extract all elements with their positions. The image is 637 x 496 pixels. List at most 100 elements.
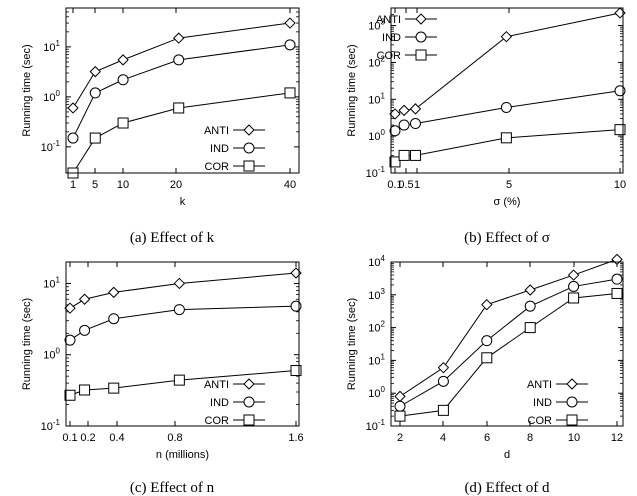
data-point bbox=[173, 32, 185, 44]
x-tick-label: 5 bbox=[506, 179, 512, 191]
x-tick-label: 0.4 bbox=[109, 432, 124, 444]
legend-marker bbox=[243, 396, 255, 408]
data-point bbox=[524, 300, 536, 312]
data-point bbox=[398, 104, 410, 117]
data-point bbox=[524, 322, 536, 334]
x-axis-label: n (millions) bbox=[156, 449, 209, 461]
series-ind bbox=[389, 85, 626, 137]
data-point bbox=[481, 335, 493, 347]
plot-frame bbox=[390, 261, 624, 427]
panel-caption: (b) Effect of σ bbox=[464, 230, 550, 246]
legend-label: COR bbox=[377, 50, 402, 62]
y-axis-label: Running time (sec) bbox=[21, 298, 33, 390]
legend-marker bbox=[243, 142, 255, 154]
y-tick-label: 101 bbox=[368, 91, 385, 106]
x-tick-label: 40 bbox=[284, 179, 296, 191]
series-line bbox=[399, 258, 618, 397]
legend-marker bbox=[415, 31, 427, 43]
plot-frame bbox=[390, 7, 624, 174]
chart-panel: 10-1 100 101 102 103 104 2 4 6 8 10 12 ANTI IND COR d Ru… bbox=[346, 253, 624, 496]
data-point bbox=[173, 54, 185, 66]
data-point bbox=[284, 39, 296, 51]
data-point bbox=[108, 382, 120, 394]
data-point bbox=[108, 286, 120, 299]
data-point bbox=[614, 124, 626, 136]
data-point bbox=[89, 132, 101, 144]
legend-label: IND bbox=[210, 143, 229, 155]
data-point bbox=[89, 65, 101, 78]
data-point bbox=[568, 292, 580, 304]
series-line bbox=[69, 272, 297, 309]
plot-frame bbox=[65, 7, 300, 174]
legend-marker bbox=[566, 378, 578, 390]
legend-marker bbox=[243, 124, 255, 136]
series-ind bbox=[64, 300, 302, 346]
data-point bbox=[409, 103, 422, 115]
legend-marker bbox=[243, 378, 255, 390]
chart-panel: 10-1 100 101 1 5 10 20 40 ANTI IND COR k Running tim… bbox=[21, 7, 300, 246]
x-tick-label: 0.1 bbox=[62, 432, 77, 444]
panel-caption: (d) Effect of d bbox=[464, 480, 550, 496]
y-tick-label: 10-1 bbox=[41, 418, 61, 433]
data-point bbox=[500, 30, 513, 43]
data-point bbox=[394, 390, 406, 403]
data-point bbox=[389, 108, 401, 120]
data-point bbox=[117, 117, 129, 129]
data-point bbox=[409, 149, 421, 161]
x-tick-label: 2 bbox=[397, 432, 403, 444]
data-point bbox=[389, 156, 401, 168]
data-point bbox=[67, 102, 79, 114]
series-anti bbox=[67, 17, 296, 114]
data-point bbox=[437, 361, 450, 374]
y-tick-label: 10-1 bbox=[366, 165, 386, 180]
data-point bbox=[89, 87, 101, 99]
y-axis-label: Running time (sec) bbox=[346, 298, 358, 390]
data-point bbox=[64, 302, 76, 314]
y-tick-label: 100 bbox=[368, 128, 385, 143]
data-point bbox=[500, 132, 512, 144]
legend-label: IND bbox=[382, 32, 401, 44]
x-tick-label: 10 bbox=[117, 179, 129, 191]
data-point bbox=[568, 280, 580, 292]
data-point bbox=[284, 87, 296, 99]
data-point bbox=[394, 410, 406, 422]
x-tick-label: 0.2 bbox=[80, 432, 95, 444]
y-tick-label: 10-1 bbox=[41, 139, 61, 154]
x-axis-label: k bbox=[180, 196, 186, 208]
legend-marker bbox=[566, 414, 578, 426]
series-cor bbox=[64, 365, 302, 401]
data-point bbox=[611, 287, 623, 299]
data-point bbox=[117, 54, 129, 66]
x-tick-label: 0.1 bbox=[387, 179, 402, 191]
series-line bbox=[399, 292, 618, 417]
y-tick-label: 100 bbox=[368, 385, 385, 400]
data-point bbox=[64, 389, 76, 401]
series-line bbox=[399, 278, 618, 407]
legend-label: ANTI bbox=[527, 379, 552, 391]
data-point bbox=[409, 118, 421, 130]
data-point bbox=[79, 324, 91, 336]
chart-panel: 10-1 100 101 0.1 0.2 0.4 0.8 1.6 ANTI IND COR n (mi… bbox=[21, 261, 304, 496]
x-tick-label: 12 bbox=[611, 432, 623, 444]
series-anti bbox=[394, 253, 623, 403]
y-tick-label: 100 bbox=[43, 347, 60, 362]
y-axis-label: Running time (sec) bbox=[21, 44, 33, 136]
data-point bbox=[78, 293, 91, 305]
data-point bbox=[108, 313, 120, 325]
x-tick-label: 1 bbox=[70, 179, 76, 191]
x-tick-label: 0.5 bbox=[398, 179, 413, 191]
data-point bbox=[437, 404, 449, 416]
data-point bbox=[117, 74, 129, 86]
data-point bbox=[500, 101, 512, 113]
legend-label: ANTI bbox=[204, 125, 229, 137]
y-tick-label: 101 bbox=[43, 39, 60, 54]
data-point bbox=[173, 374, 185, 386]
y-tick-label: 103 bbox=[368, 287, 385, 302]
x-tick-label: 10 bbox=[568, 432, 580, 444]
y-tick-label: 100 bbox=[43, 89, 60, 104]
panel-caption: (a) Effect of k bbox=[130, 230, 215, 246]
x-tick-label: 1.6 bbox=[288, 432, 303, 444]
series-cor bbox=[67, 87, 296, 179]
legend-label: COR bbox=[205, 415, 230, 427]
legend-label: COR bbox=[528, 415, 553, 427]
